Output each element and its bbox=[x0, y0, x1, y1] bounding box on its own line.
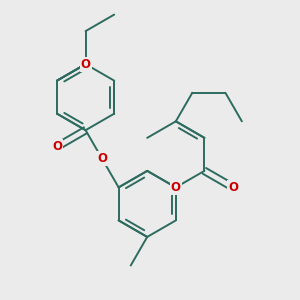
Text: O: O bbox=[52, 140, 62, 153]
Text: O: O bbox=[228, 181, 238, 194]
Text: O: O bbox=[81, 58, 91, 70]
Text: O: O bbox=[171, 181, 181, 194]
Text: O: O bbox=[97, 152, 107, 165]
